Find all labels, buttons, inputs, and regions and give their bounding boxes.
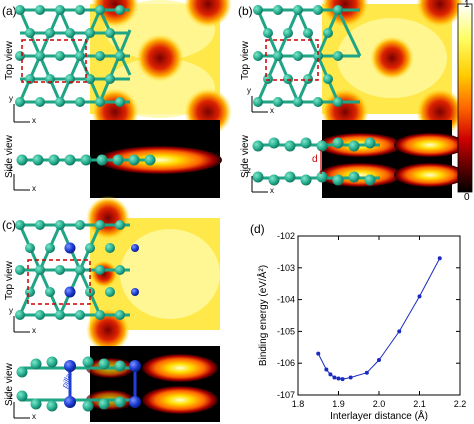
- panel-a-top-axis-y: y: [9, 94, 13, 103]
- x-axis-label: Interlayer distance (Å): [330, 409, 428, 422]
- panel-a-top-heatmap: [90, 0, 232, 136]
- panel-c-side-axis-x: x: [32, 412, 36, 421]
- panel-b-side-axis-z: z: [247, 166, 251, 175]
- panel-c-top-heatmap: [86, 196, 220, 352]
- panel-a-side-axis-z: z: [9, 164, 13, 173]
- y-tick-label: -104: [277, 295, 295, 305]
- panel-b-top-view-label: Top view: [240, 41, 251, 80]
- data-point: [397, 329, 402, 334]
- panel-c-top-axis-y: y: [9, 306, 13, 315]
- data-point: [324, 367, 329, 372]
- y-tick-label: -106: [277, 358, 295, 368]
- y-tick-label: -107: [277, 390, 295, 400]
- data-point: [336, 376, 341, 381]
- y-axis-label: Binding energy (eV/Å²): [256, 265, 269, 366]
- y-tick-label: -105: [277, 326, 295, 336]
- panel-d-label: (d): [250, 222, 265, 236]
- panel-b-side-axis-x: x: [270, 186, 274, 195]
- colorbar: [457, 3, 473, 193]
- panel-c-top-view-label: Top view: [4, 261, 15, 300]
- panel-c-pillar-atoms-top: [64, 242, 139, 298]
- x-tick-label: 1.8: [292, 399, 305, 409]
- panel-a-side-axes: [13, 174, 30, 191]
- colorbar-max-label: 1: [464, 0, 470, 10]
- panel-c-top-axis-x: x: [32, 326, 36, 335]
- x-tick-label: 2.2: [454, 399, 467, 409]
- panel-a-label: (a): [2, 4, 17, 18]
- data-point: [437, 256, 442, 261]
- data-point: [348, 375, 353, 380]
- panel-c-top-atoms: [15, 220, 125, 320]
- panel-c-label: (c): [2, 218, 16, 232]
- data-point: [364, 370, 369, 375]
- panel-a-side-axis-x: x: [32, 184, 36, 193]
- panel-a-top-axis-x: x: [32, 116, 36, 125]
- panel-c-side-heatmap: [86, 346, 220, 422]
- panel-a-unit-cell-box: [21, 39, 87, 83]
- data-point: [340, 377, 345, 382]
- binding-energy-chart: 1.8 1.9 2.0 2.1 2.2 -107 -106 -105 -104 -103 -102 I…: [256, 231, 466, 422]
- x-tick-label: 2.1: [413, 399, 426, 409]
- y-tick-label: -102: [277, 231, 295, 241]
- data-point: [328, 372, 333, 377]
- panel-c-side-axes: [13, 402, 30, 419]
- panel-b-side-atoms: [252, 137, 380, 186]
- data-point: [332, 375, 337, 380]
- panel-b-top-axis-x: x: [270, 106, 274, 115]
- x-tick-label: 1.9: [332, 399, 345, 409]
- panel-b-top-atoms: [253, 5, 343, 107]
- panel-c-top-axes: [13, 316, 30, 333]
- panel-c-side-axis-z: z: [9, 392, 13, 401]
- panel-a-side-atoms: [16, 154, 156, 166]
- panel-b-side-axes: [251, 176, 268, 193]
- panel-c-pillar-atoms-side: [64, 360, 141, 408]
- panel-b-side-heatmap: [318, 120, 466, 198]
- panel-b-top-axis-y: y: [247, 86, 251, 95]
- panel-b-label: (b): [238, 4, 253, 18]
- panel-c-unit-cell-box: [27, 259, 91, 305]
- panel-b-unit-cell-box: [265, 39, 319, 81]
- panel-b-top-axes: [251, 96, 268, 113]
- chart-frame: [297, 235, 461, 396]
- data-point: [417, 294, 422, 299]
- panel-b-d-label: d: [312, 154, 318, 165]
- x-tick-label: 2.0: [373, 399, 386, 409]
- colorbar-min-label: 0: [464, 192, 470, 203]
- data-point: [377, 358, 381, 363]
- panel-a-top-axes: [13, 104, 30, 123]
- data-point: [316, 351, 321, 356]
- y-tick-label: -103: [277, 263, 295, 273]
